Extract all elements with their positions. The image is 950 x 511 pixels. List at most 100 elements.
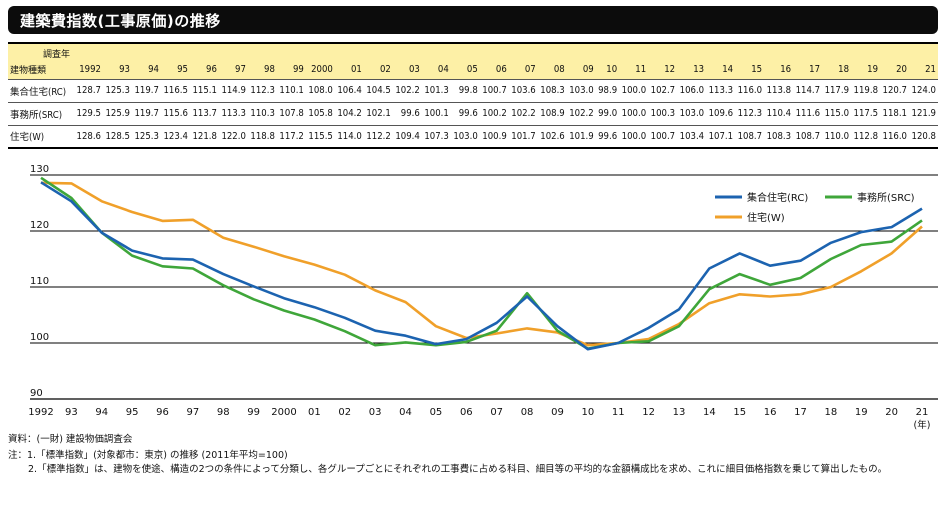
table-cell: 107.8 xyxy=(276,102,306,126)
y-tick-label: 130 xyxy=(30,165,49,175)
table-cell: 125.3 xyxy=(102,79,132,103)
table-year-header: 99 xyxy=(276,42,306,80)
table-cell: 104.2 xyxy=(334,102,364,126)
table-cell: 120.8 xyxy=(909,125,938,149)
x-tick-label: 13 xyxy=(673,407,686,418)
table-cell: 109.4 xyxy=(392,125,422,149)
table-cell: 112.3 xyxy=(735,102,765,126)
legend-label: 住宅(W) xyxy=(747,211,785,224)
table-cell: 117.9 xyxy=(822,79,852,103)
table-cell: 106.4 xyxy=(334,79,364,103)
table-cell: 99.8 xyxy=(450,79,480,103)
title-bar: 建築費指数(工事原価)の推移 xyxy=(8,6,938,34)
table-cell: 121.9 xyxy=(909,102,938,126)
table-cell: 102.6 xyxy=(537,125,567,149)
table-cell: 99.6 xyxy=(595,125,620,149)
table-cell: 119.7 xyxy=(131,79,161,103)
table-year-header: 17 xyxy=(793,42,823,80)
x-tick-label: 01 xyxy=(308,407,321,418)
table-cell: 110.0 xyxy=(822,125,852,149)
table-cell: 100.0 xyxy=(619,79,649,103)
x-tick-label: 05 xyxy=(430,407,443,418)
table-year-header: 05 xyxy=(450,42,480,80)
table-cell: 103.0 xyxy=(450,125,480,149)
source-note: 資料：(一財) 建設物価調査会 xyxy=(8,434,133,445)
table-cell: 100.2 xyxy=(479,102,509,126)
note-2: 2.「標準指数」は、建物を使途、構造の2つの条件によって分類し、各グループごとに… xyxy=(28,464,888,475)
table-cell: 128.5 xyxy=(102,125,132,149)
table-cell: 108.0 xyxy=(305,79,335,103)
table-year-header: 11 xyxy=(619,42,649,80)
table-year-header: 1992 xyxy=(74,42,103,80)
x-tick-label: 18 xyxy=(824,407,837,418)
table-cell: 114.0 xyxy=(334,125,364,149)
table-cell: 121.8 xyxy=(189,125,219,149)
table-year-header: 18 xyxy=(822,42,852,80)
x-tick-label: 21 xyxy=(916,407,929,418)
x-unit-label: (年) xyxy=(914,419,931,431)
table-cell: 116.0 xyxy=(735,79,765,103)
table-year-header: 09 xyxy=(566,42,596,80)
table-cell: 128.7 xyxy=(74,79,103,103)
table-cell: 98.9 xyxy=(595,79,620,103)
table-cell: 106.0 xyxy=(677,79,707,103)
x-tick-label: 94 xyxy=(95,407,108,418)
table-year-header: 08 xyxy=(537,42,567,80)
table-cell: 128.6 xyxy=(74,125,103,149)
table-year-header: 15 xyxy=(735,42,765,80)
table-row-label: 事務所(SRC) xyxy=(8,102,74,126)
table-cell: 115.5 xyxy=(305,125,335,149)
x-tick-label: 08 xyxy=(521,407,534,418)
table-year-header: 01 xyxy=(334,42,364,80)
table-cell: 100.1 xyxy=(421,102,451,126)
table-cell: 102.7 xyxy=(648,79,678,103)
table-year-header: 02 xyxy=(363,42,393,80)
table-cell: 117.5 xyxy=(851,102,881,126)
table-cell: 124.0 xyxy=(909,79,938,103)
table-cell: 109.6 xyxy=(706,102,736,126)
table-row-label: 住宅(W) xyxy=(8,125,74,149)
table-cell: 119.8 xyxy=(851,79,881,103)
table-year-header: 97 xyxy=(218,42,248,80)
table-cell: 101.3 xyxy=(421,79,451,103)
table-cell: 99.6 xyxy=(450,102,480,126)
x-tick-label: 97 xyxy=(187,407,200,418)
x-tick-label: 15 xyxy=(733,407,746,418)
table-cell: 118.8 xyxy=(247,125,277,149)
x-tick-label: 14 xyxy=(703,407,716,418)
table-cell: 108.3 xyxy=(764,125,794,149)
table-cell: 113.8 xyxy=(764,79,794,103)
corner-label-type: 建物種類 xyxy=(10,65,47,76)
table-header-row: 調査年 建物種類 1992 93 94 95 96 97 98 99 2000 01 02 03 04 05 0… xyxy=(8,42,938,80)
note-1: 注：1.「標準指数」(対象都市：東京) の推移 (2011年平均=100) xyxy=(8,450,288,461)
table-cell: 102.2 xyxy=(508,102,538,126)
table-cell: 99.0 xyxy=(595,102,620,126)
x-tick-label: 20 xyxy=(885,407,898,418)
x-tick-label: 07 xyxy=(490,407,503,418)
table-cell: 108.9 xyxy=(537,102,567,126)
legend-label: 集合住宅(RC) xyxy=(747,191,808,204)
table-cell: 125.9 xyxy=(102,102,132,126)
table-year-header: 14 xyxy=(706,42,736,80)
table-cell: 112.8 xyxy=(851,125,881,149)
table-cell: 110.4 xyxy=(764,102,794,126)
x-tick-label: 95 xyxy=(126,407,139,418)
table-cell: 118.1 xyxy=(880,102,909,126)
table-cell: 115.6 xyxy=(160,102,190,126)
x-tick-label: 19 xyxy=(855,407,868,418)
x-tick-label: 03 xyxy=(369,407,382,418)
table-row: 事務所(SRC) 129.5 125.9 119.7 115.6 113.7 113.3 11… xyxy=(8,102,938,126)
table-cell: 101.9 xyxy=(566,125,596,149)
table-year-header: 98 xyxy=(247,42,277,80)
table-year-header: 13 xyxy=(677,42,707,80)
table-cell: 103.0 xyxy=(677,102,707,126)
y-tick-label: 100 xyxy=(30,332,49,343)
table-year-header: 20 xyxy=(880,42,909,80)
y-tick-label: 120 xyxy=(30,220,49,231)
table-cell: 122.0 xyxy=(218,125,248,149)
table-cell: 111.6 xyxy=(793,102,823,126)
table-cell: 114.9 xyxy=(218,79,248,103)
table-cell: 99.6 xyxy=(392,102,422,126)
table-cell: 107.3 xyxy=(421,125,451,149)
corner-label-year: 調査年 xyxy=(42,50,70,60)
